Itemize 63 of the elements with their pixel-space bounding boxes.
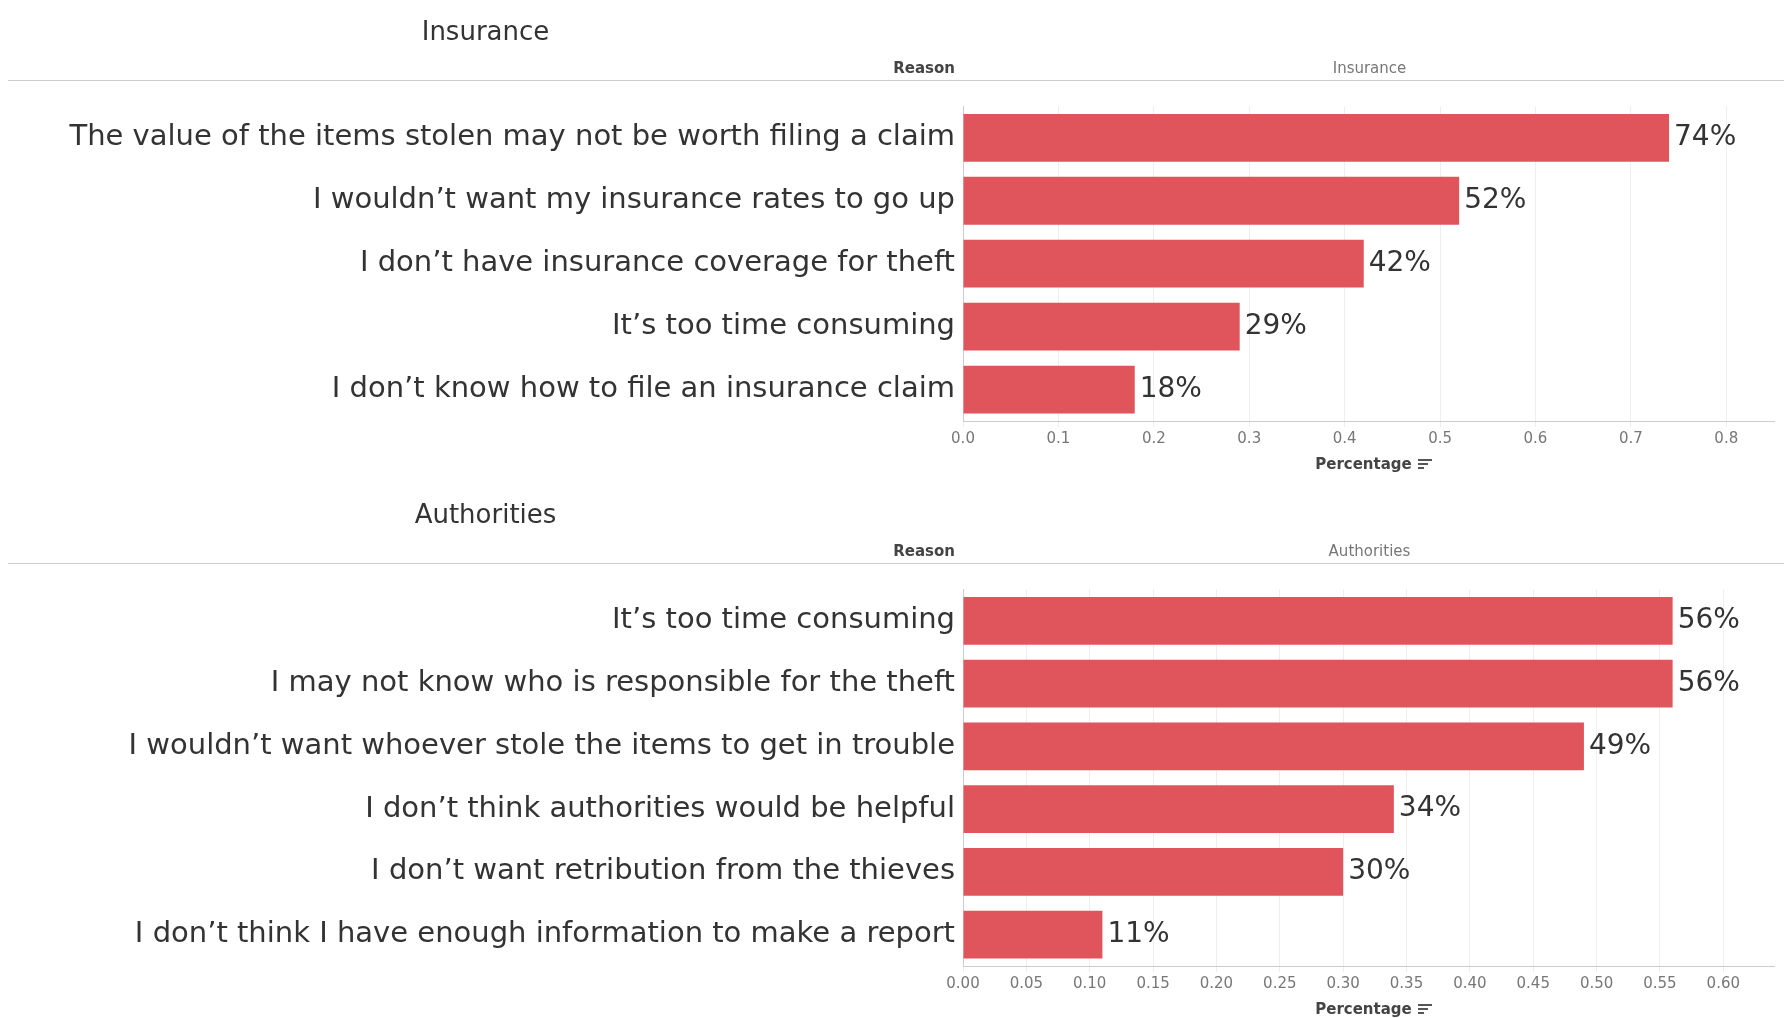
text: Authorities — [413, 498, 558, 531]
y-tick-label: It’s too time consuming — [612, 601, 955, 636]
x-tick-label: 0.0 — [951, 428, 975, 447]
bar — [963, 596, 1673, 645]
x-tick-label: 0.2 — [1141, 428, 1166, 447]
x-axis-title: Percentage — [1315, 1000, 1412, 1018]
x-tick-label: 0.35 — [1389, 973, 1424, 992]
x-tick-label: 0.55 — [1643, 973, 1677, 992]
y-tick-label: I don’t know how to file an insurance claim — [331, 370, 955, 405]
y-tick-label: I don’t think authorities would be helpful — [365, 789, 955, 824]
x-tick-label: 0.00 — [946, 973, 980, 992]
x-tick-label: 0.1 — [1046, 428, 1071, 447]
x-tick-label: 0.45 — [1516, 973, 1550, 992]
bar — [963, 848, 1344, 896]
bar — [963, 722, 1584, 771]
bar — [963, 176, 1460, 225]
data-label: 29% — [1244, 307, 1307, 341]
bar — [963, 365, 1135, 414]
x-tick-label: 0.40 — [1453, 973, 1487, 992]
bar — [963, 302, 1240, 351]
x-tick-label: 0.05 — [1009, 973, 1044, 992]
x-tick-label: 0.5 — [1428, 428, 1452, 447]
data-label: 11% — [1107, 915, 1170, 949]
bar — [963, 239, 1364, 288]
chart-subtitle: Insurance — [1331, 59, 1408, 77]
x-tick-label: 0.50 — [1579, 973, 1614, 992]
y-axis-title: Reason — [892, 542, 955, 560]
x-tick-label: 0.25 — [1263, 973, 1297, 992]
x-tick-label: 0.60 — [1706, 973, 1741, 992]
bar — [963, 113, 1670, 162]
x-tick-label: 0.3 — [1237, 428, 1262, 447]
data-label: 56% — [1677, 664, 1740, 698]
x-tick-label: 0.8 — [1714, 428, 1739, 447]
y-tick-label: I wouldn’t want my insurance rates to go up — [312, 181, 955, 216]
y-tick-label: It’s too time consuming — [612, 307, 955, 342]
y-tick-label: The value of the items stolen may not be worth filing a claim — [68, 118, 955, 153]
data-label: 18% — [1139, 370, 1202, 404]
data-label: 34% — [1398, 790, 1462, 824]
bar — [963, 659, 1673, 708]
data-label: 56% — [1677, 602, 1740, 636]
x-tick-label: 0.7 — [1618, 428, 1643, 447]
data-label: 74% — [1674, 119, 1737, 153]
x-tick-label: 0.15 — [1136, 973, 1170, 992]
y-tick-label: I wouldn’t want whoever stole the items to get in trouble — [128, 726, 955, 761]
data-label: 52% — [1464, 182, 1527, 216]
data-label: 49% — [1588, 727, 1652, 761]
x-tick-label: 0.4 — [1332, 428, 1357, 447]
x-tick-label: 0.6 — [1523, 428, 1548, 447]
y-tick-label: I don’t have insurance coverage for theft — [359, 244, 955, 279]
x-axis-title: Percentage — [1315, 455, 1412, 473]
y-tick-label: I don’t think I have enough information to make a report — [134, 915, 955, 950]
y-axis-title: Reason — [892, 59, 955, 77]
data-label: 30% — [1348, 853, 1411, 887]
bar — [963, 910, 1103, 959]
x-tick-label: 0.20 — [1199, 973, 1234, 992]
bar — [963, 785, 1394, 833]
y-tick-label: I may not know who is responsible for the theft — [270, 664, 955, 699]
data-label: 42% — [1368, 244, 1431, 278]
x-tick-label: 0.30 — [1326, 973, 1360, 992]
x-tick-label: 0.10 — [1073, 973, 1107, 992]
text: Insurance — [420, 15, 551, 48]
chart-subtitle: Authorities — [1327, 542, 1412, 560]
y-tick-label: I don’t want retribution from the thieves — [371, 852, 955, 887]
